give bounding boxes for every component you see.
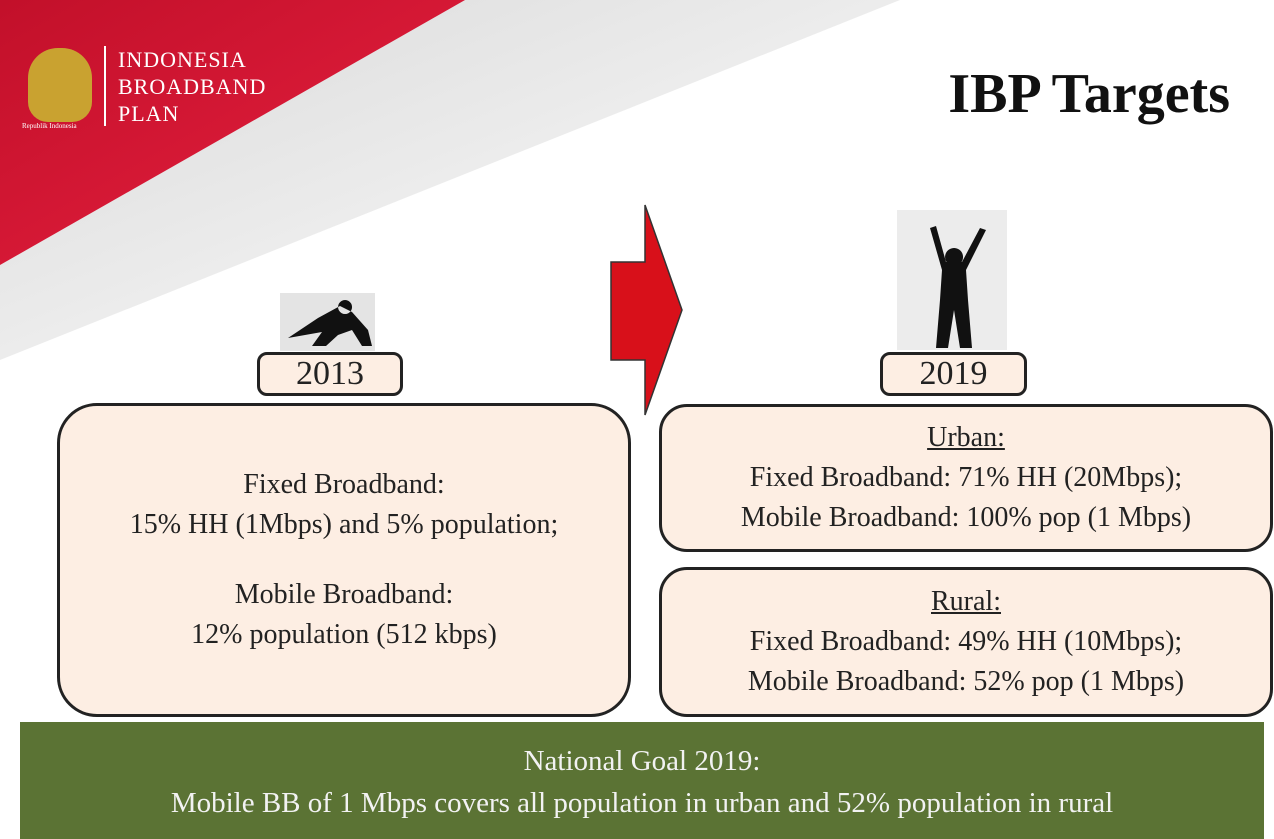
text-line: 12% population (512 kbps): [191, 615, 497, 655]
goal-text: National Goal 2019: Mobile BB of 1 Mbps …: [20, 740, 1264, 824]
current-box: Fixed Broadband: 15% HH (1Mbps) and 5% p…: [57, 403, 631, 717]
text-line: Mobile Broadband:: [235, 575, 454, 615]
slide: Republik Indonesia INDONESIA BROADBAND P…: [0, 0, 1274, 839]
year-badge: 2019: [880, 352, 1027, 396]
logo-line: INDONESIA: [118, 46, 266, 73]
text-line: Fixed Broadband: 71% HH (20Mbps);: [750, 458, 1182, 498]
section-heading: Urban:: [927, 418, 1005, 458]
emblem: [28, 48, 92, 122]
logo-line: BROADBAND: [118, 73, 266, 100]
year-badge: 2013: [257, 352, 403, 396]
text-line: National Goal 2019:: [20, 740, 1264, 782]
section-heading: Rural:: [931, 582, 1001, 622]
text-line: 15% HH (1Mbps) and 5% population;: [130, 505, 559, 545]
text-line: Fixed Broadband: 49% HH (10Mbps);: [750, 622, 1182, 662]
title: IBP Targets: [948, 62, 1230, 126]
arrow: [611, 205, 682, 415]
rural-box: Rural: Fixed Broadband: 49% HH (10Mbps);…: [659, 567, 1273, 717]
logo-text: INDONESIA BROADBAND PLAN: [118, 46, 266, 127]
text-line: Fixed Broadband:: [243, 465, 444, 505]
logo-line: PLAN: [118, 100, 266, 127]
logo-caption: Republik Indonesia: [22, 122, 77, 130]
text-line: Mobile Broadband: 52% pop (1 Mbps): [748, 662, 1184, 702]
text-line: Mobile Broadband: 100% pop (1 Mbps): [741, 498, 1191, 538]
text-line: Mobile BB of 1 Mbps covers all populatio…: [20, 782, 1264, 824]
urban-box: Urban: Fixed Broadband: 71% HH (20Mbps);…: [659, 404, 1273, 552]
